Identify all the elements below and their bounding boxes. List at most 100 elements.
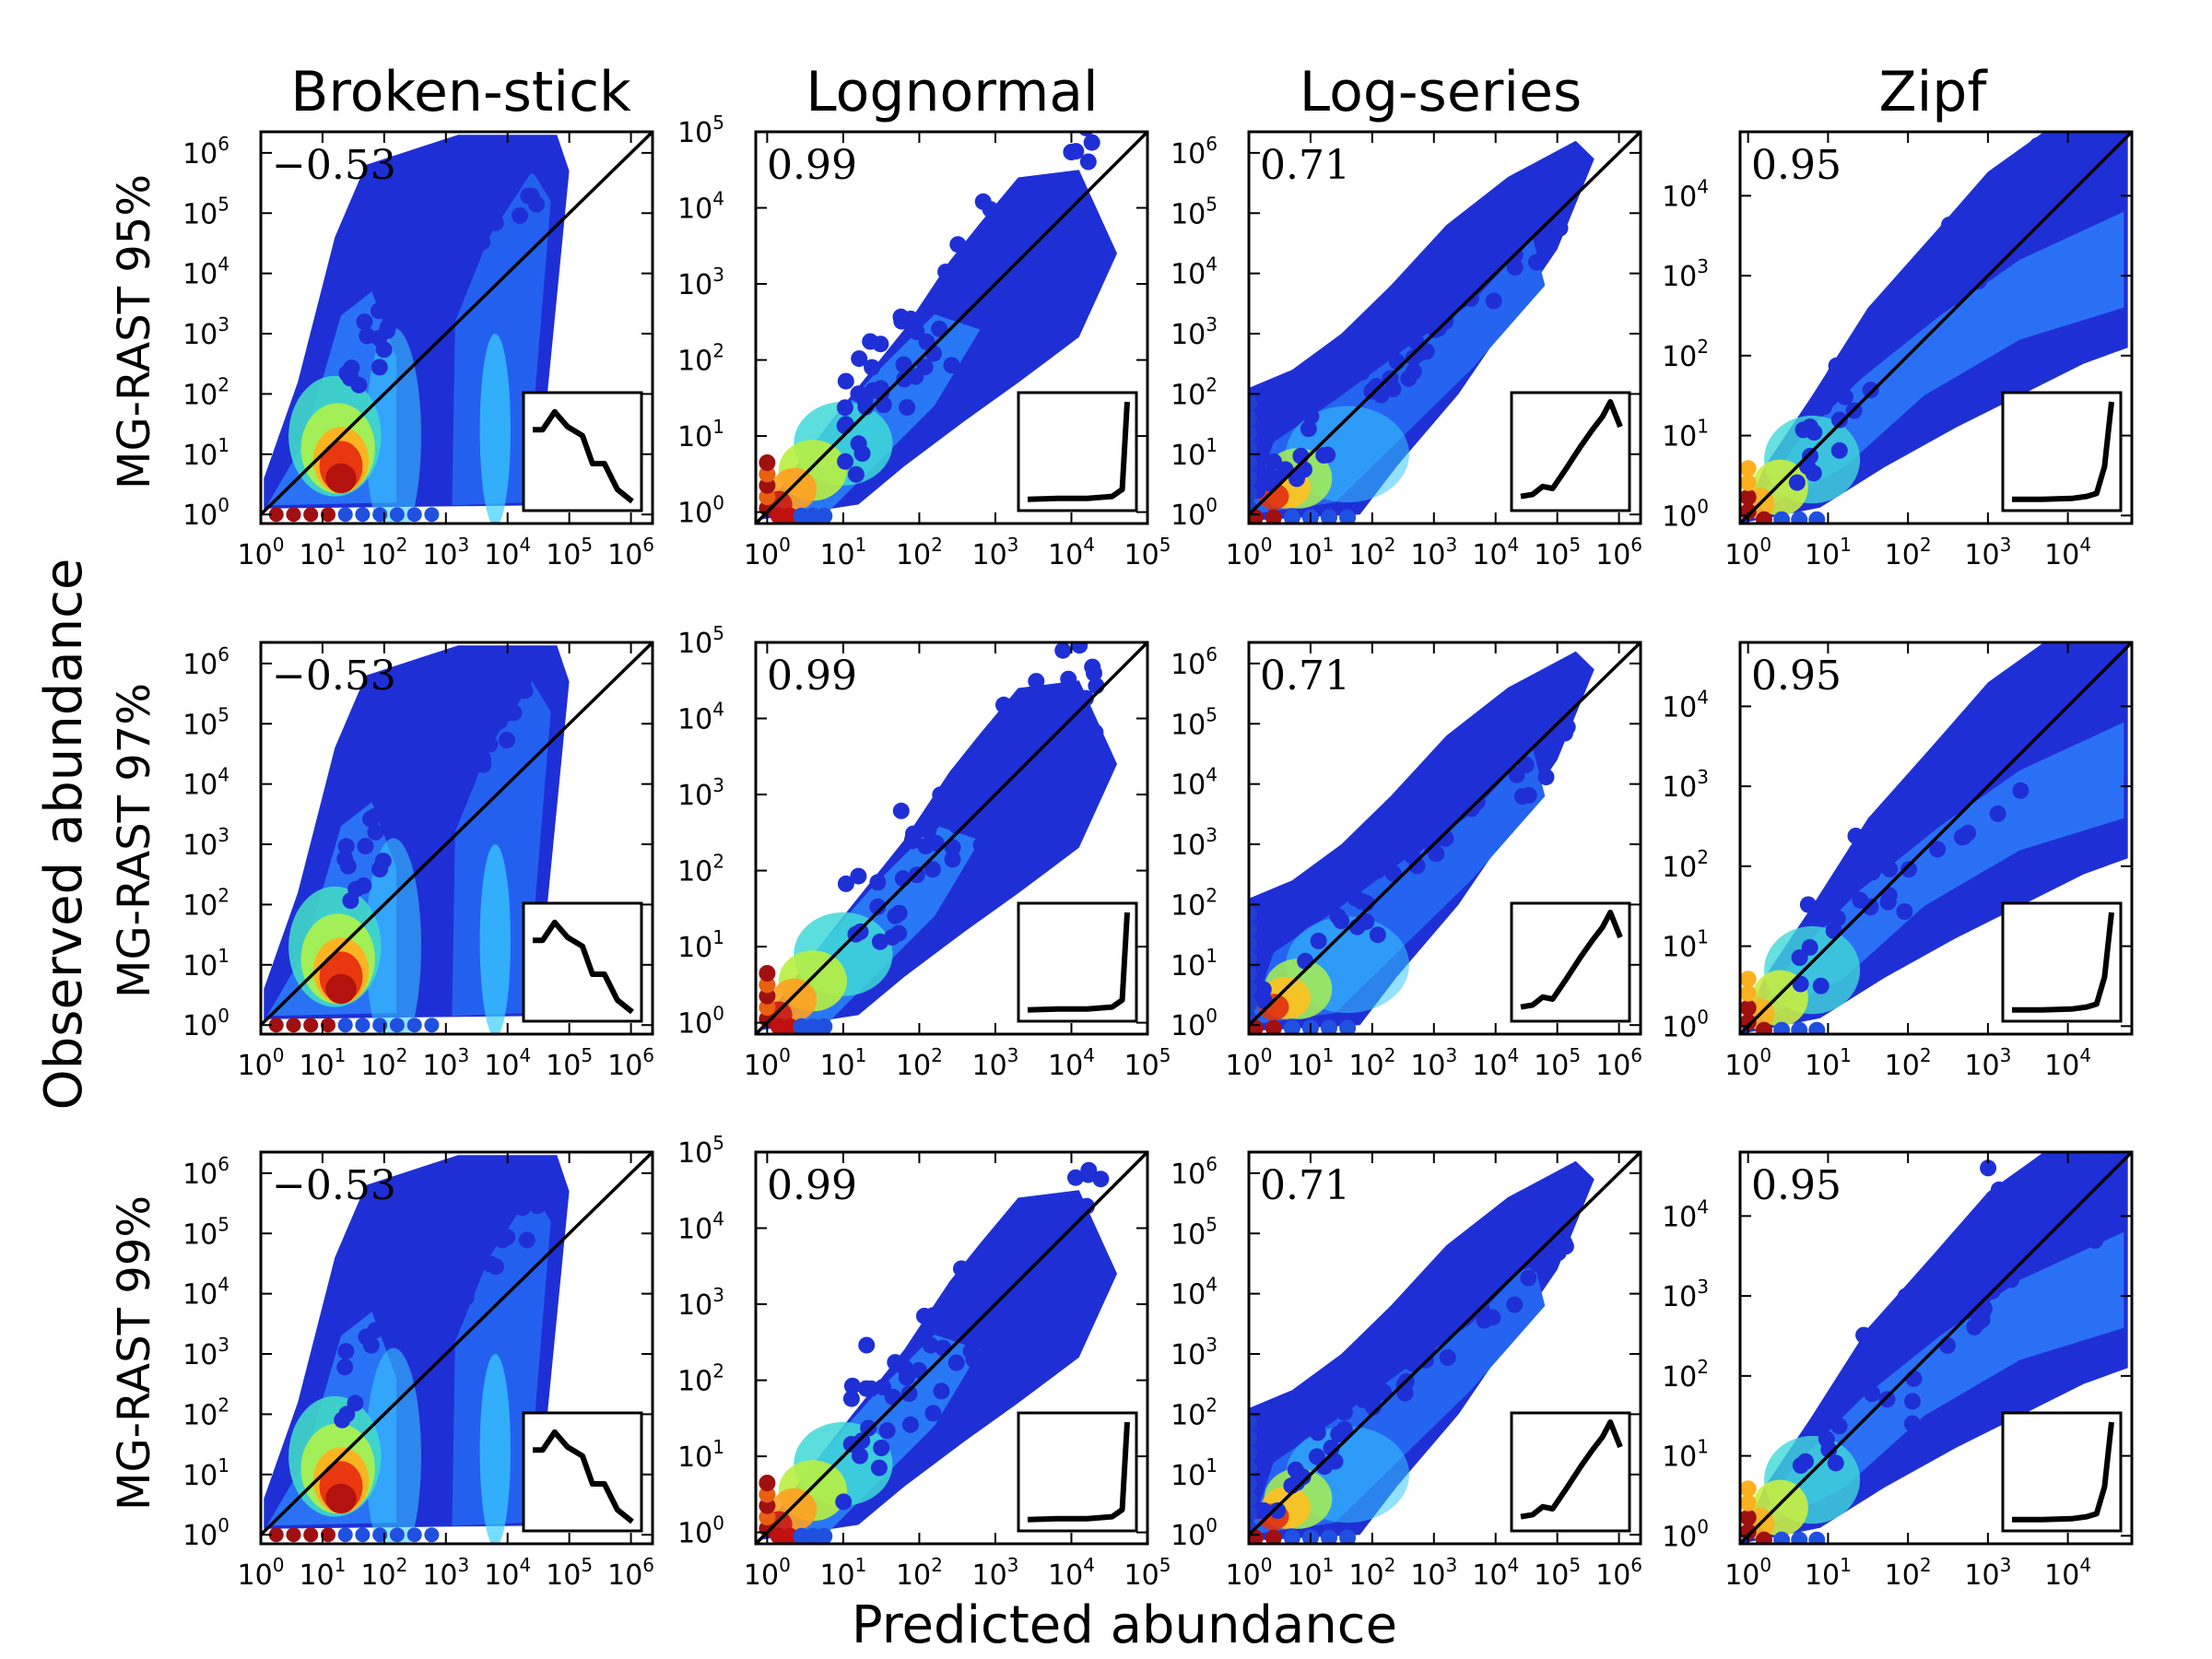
y-tick-label: 105 <box>1171 193 1218 230</box>
scatter-point <box>1081 229 1099 247</box>
scatter-point <box>434 1275 452 1292</box>
scatter-point <box>1942 275 1959 292</box>
y-tick-label: 105 <box>1171 703 1218 741</box>
scatter-point <box>479 189 497 206</box>
scatter-point <box>2029 136 2046 154</box>
x-tick-label: 105 <box>1534 1044 1581 1082</box>
scatter-point <box>1321 1019 1337 1034</box>
y-tick-label: 105 <box>677 622 724 660</box>
scatter-point <box>870 1459 888 1477</box>
scatter-point <box>1249 1444 1257 1462</box>
scatter-point <box>450 1233 467 1251</box>
scatter-point <box>481 735 499 753</box>
scatter-point <box>1083 1258 1100 1276</box>
scatter-point <box>935 803 952 820</box>
scatter-point <box>1929 841 1947 858</box>
scatter-point <box>337 507 353 523</box>
scatter-point <box>505 704 523 722</box>
scatter-point <box>1067 179 1084 196</box>
scatter-point <box>1773 1021 1791 1034</box>
scatter-point <box>1788 474 1806 491</box>
scatter-point <box>1847 828 1865 844</box>
scatter-point <box>869 874 887 891</box>
scatter-point <box>359 327 376 345</box>
scatter-point <box>406 507 422 523</box>
x-tick-label: 102 <box>1348 534 1395 571</box>
inset-frame <box>1017 1411 1138 1533</box>
scatter-point <box>2060 151 2077 169</box>
density-core <box>325 973 357 1005</box>
scatter-point <box>1335 1404 1353 1421</box>
scatter-point <box>1740 1494 1757 1512</box>
scatter-point <box>857 1380 875 1397</box>
x-tick-label: 100 <box>1724 534 1771 571</box>
y-tick-label: 104 <box>677 1208 724 1246</box>
y-tick-label: 104 <box>1171 253 1218 291</box>
scatter-point <box>1035 183 1053 201</box>
scatter-point <box>1513 788 1531 806</box>
scatter-point <box>1756 1531 1772 1544</box>
scatter-point <box>500 169 517 186</box>
scatter-point <box>887 907 904 924</box>
scatter-point <box>419 1282 437 1300</box>
x-tick-label: 103 <box>422 534 469 571</box>
y-tick-label: 104 <box>182 764 229 802</box>
scatter-point <box>816 1527 833 1544</box>
scatter-point <box>759 965 776 982</box>
scatter-point <box>475 756 492 773</box>
scatter-point <box>1071 642 1088 654</box>
inset-curve <box>1520 910 1623 1010</box>
y-tick-label: 105 <box>182 193 229 230</box>
scatter-point <box>337 1527 353 1543</box>
scatter-point <box>471 233 488 251</box>
x-tick-label: 103 <box>971 1554 1018 1592</box>
density-core <box>479 334 511 524</box>
scatter-point <box>1018 719 1036 735</box>
x-tick-label: 100 <box>744 534 791 571</box>
scatter-point <box>1897 1288 1914 1305</box>
x-tick-label: 103 <box>1964 1044 2011 1082</box>
density-core <box>365 1347 421 1544</box>
y-tick-label: 102 <box>1662 846 1709 884</box>
scatter-point <box>355 1018 371 1033</box>
scatter-point <box>949 236 967 253</box>
y-tick-label: 105 <box>677 1132 724 1170</box>
scatter-point <box>759 488 776 506</box>
scatter-point <box>2038 219 2055 237</box>
y-tick-label: 101 <box>677 416 724 453</box>
x-tick-label: 101 <box>1805 1554 1852 1592</box>
x-tick-label: 102 <box>1885 534 1932 571</box>
inset-curve <box>1027 401 1130 502</box>
scatter-point <box>759 999 776 1017</box>
scatter-point <box>497 1206 514 1223</box>
scatter-point <box>1842 1382 1860 1399</box>
inset-curve <box>1520 399 1623 500</box>
y-tick-label: 104 <box>1662 686 1709 724</box>
scatter-point <box>837 416 854 433</box>
scatter-point <box>1808 1531 1826 1544</box>
scatter-point <box>1894 319 1912 336</box>
x-tick-label: 105 <box>1124 534 1171 571</box>
scatter-point <box>1028 673 1045 690</box>
scatter-point <box>1812 977 1830 994</box>
scatter-point <box>1067 1169 1084 1186</box>
scatter-point <box>892 802 910 819</box>
scatter-point <box>1903 1415 1921 1432</box>
scatter-panel: 100 101 102 103 104 105 106 100 101 102 103 104 105 1… <box>1171 641 1642 1082</box>
scatter-point <box>1353 364 1371 382</box>
scatter-point <box>759 465 776 483</box>
scatter-point <box>418 309 435 326</box>
scatter-point <box>2020 1197 2038 1215</box>
x-tick-label: 101 <box>299 1044 346 1082</box>
correlation-label: 0.99 <box>767 653 857 700</box>
scatter-point <box>869 898 887 915</box>
scatter-point <box>1914 265 1932 283</box>
scatter-point <box>321 1018 335 1033</box>
density-scatter-points <box>1249 651 1594 1034</box>
scatter-point <box>447 759 465 776</box>
scatter-point <box>1450 262 1466 279</box>
scatter-point <box>457 1288 475 1306</box>
y-tick-label: 100 <box>1171 1005 1218 1042</box>
scatter-point <box>2095 170 2112 186</box>
scatter-point <box>518 1231 535 1249</box>
